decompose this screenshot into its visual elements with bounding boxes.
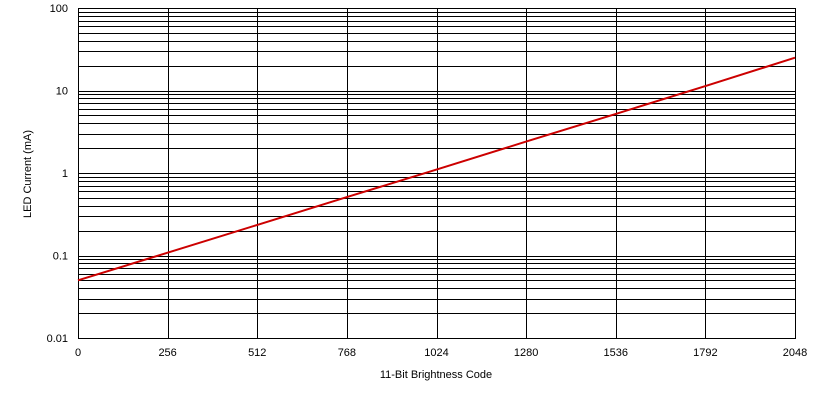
- y-tick-label-2: 1: [62, 168, 68, 180]
- x-tick-label-3: 768: [338, 347, 356, 359]
- grid-lines: [78, 8, 796, 339]
- x-tick-label-7: 1792: [693, 347, 717, 359]
- x-tick-label-0: 0: [75, 347, 81, 359]
- y-tick-label-4: 100: [50, 3, 68, 15]
- x-tick-label-2: 512: [248, 347, 266, 359]
- series-layer: [77, 56, 796, 282]
- plot-area-frame: [78, 8, 796, 339]
- y-tick-labels: 0.01 0.1 1 10 100: [47, 3, 68, 345]
- y-tick-label-1: 0.1: [53, 251, 68, 263]
- y-tick-label-0: 0.01: [47, 333, 68, 345]
- x-tick-labels: 0 256 512 768 1024 1280 1536 1792 2048: [75, 347, 807, 359]
- x-tick-label-1: 256: [158, 347, 176, 359]
- x-tick-label-6: 1536: [604, 347, 628, 359]
- series-line-0: [77, 56, 796, 282]
- y-tick-label-3: 10: [56, 86, 68, 98]
- x-tick-label-4: 1024: [424, 347, 448, 359]
- y-axis-title: LED Current (mA): [22, 130, 34, 218]
- x-axis-title: 11-Bit Brightness Code: [380, 369, 492, 381]
- x-tick-label-5: 1280: [514, 347, 538, 359]
- x-tick-label-8: 2048: [783, 347, 807, 359]
